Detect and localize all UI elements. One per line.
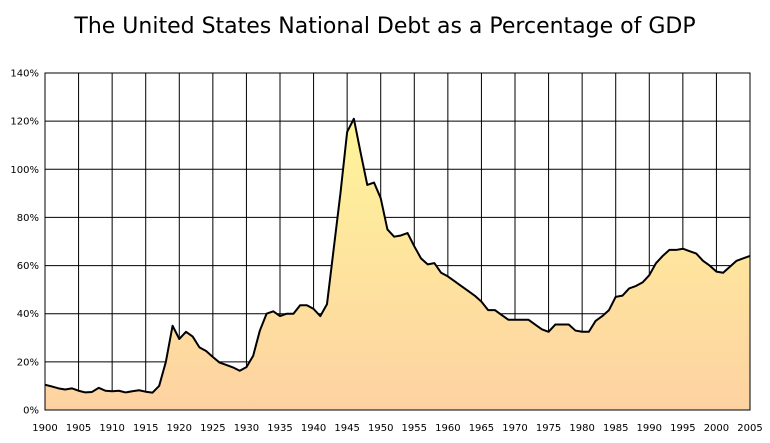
y-tick-label: 120% [10, 117, 39, 128]
x-tick-label: 1955 [402, 423, 427, 434]
x-tick-label: 1985 [603, 423, 628, 434]
area-fill [45, 118, 750, 411]
x-tick-label: 1925 [200, 423, 225, 434]
x-axis: 1900 1905 1910 1915 1920 1925 1930 1935 1940 1945… [32, 423, 762, 434]
series-line [44, 117, 751, 394]
x-tick-label: 1975 [536, 423, 561, 434]
x-tick-label: 1935 [267, 423, 292, 434]
x-tick-label: 1900 [32, 423, 57, 434]
x-tick-label: 1995 [670, 423, 695, 434]
x-tick-label: 1950 [368, 423, 393, 434]
y-tick-label: 60% [17, 261, 39, 272]
y-tick-label: 40% [17, 309, 39, 320]
x-tick-label: 1945 [334, 423, 359, 434]
x-tick-label: 1910 [99, 423, 124, 434]
x-tick-label: 1965 [469, 423, 494, 434]
y-tick-label: 0% [23, 406, 39, 417]
y-tick-label: 100% [10, 165, 39, 176]
x-tick-label: 1940 [301, 423, 326, 434]
y-tick-label: 20% [17, 357, 39, 368]
x-tick-label: 1920 [167, 423, 192, 434]
plot-border [44, 72, 751, 411]
x-tick-label: 1930 [234, 423, 259, 434]
x-tick-label: 1915 [133, 423, 158, 434]
x-tick-label: 1970 [502, 423, 527, 434]
x-tick-label: 1960 [435, 423, 460, 434]
y-tick-label: 140% [10, 69, 39, 80]
x-tick-label: 2005 [737, 423, 762, 434]
x-tick-label: 2000 [704, 423, 729, 434]
x-tick-label: 1990 [637, 423, 662, 434]
chart-title: The United States National Debt as a Per… [74, 14, 696, 39]
y-axis: 0% 20% 40% 60% 80% 100% 120% 140% [10, 69, 39, 417]
x-tick-label: 1905 [66, 423, 91, 434]
y-tick-label: 80% [17, 213, 39, 224]
x-tick-label: 1980 [569, 423, 594, 434]
